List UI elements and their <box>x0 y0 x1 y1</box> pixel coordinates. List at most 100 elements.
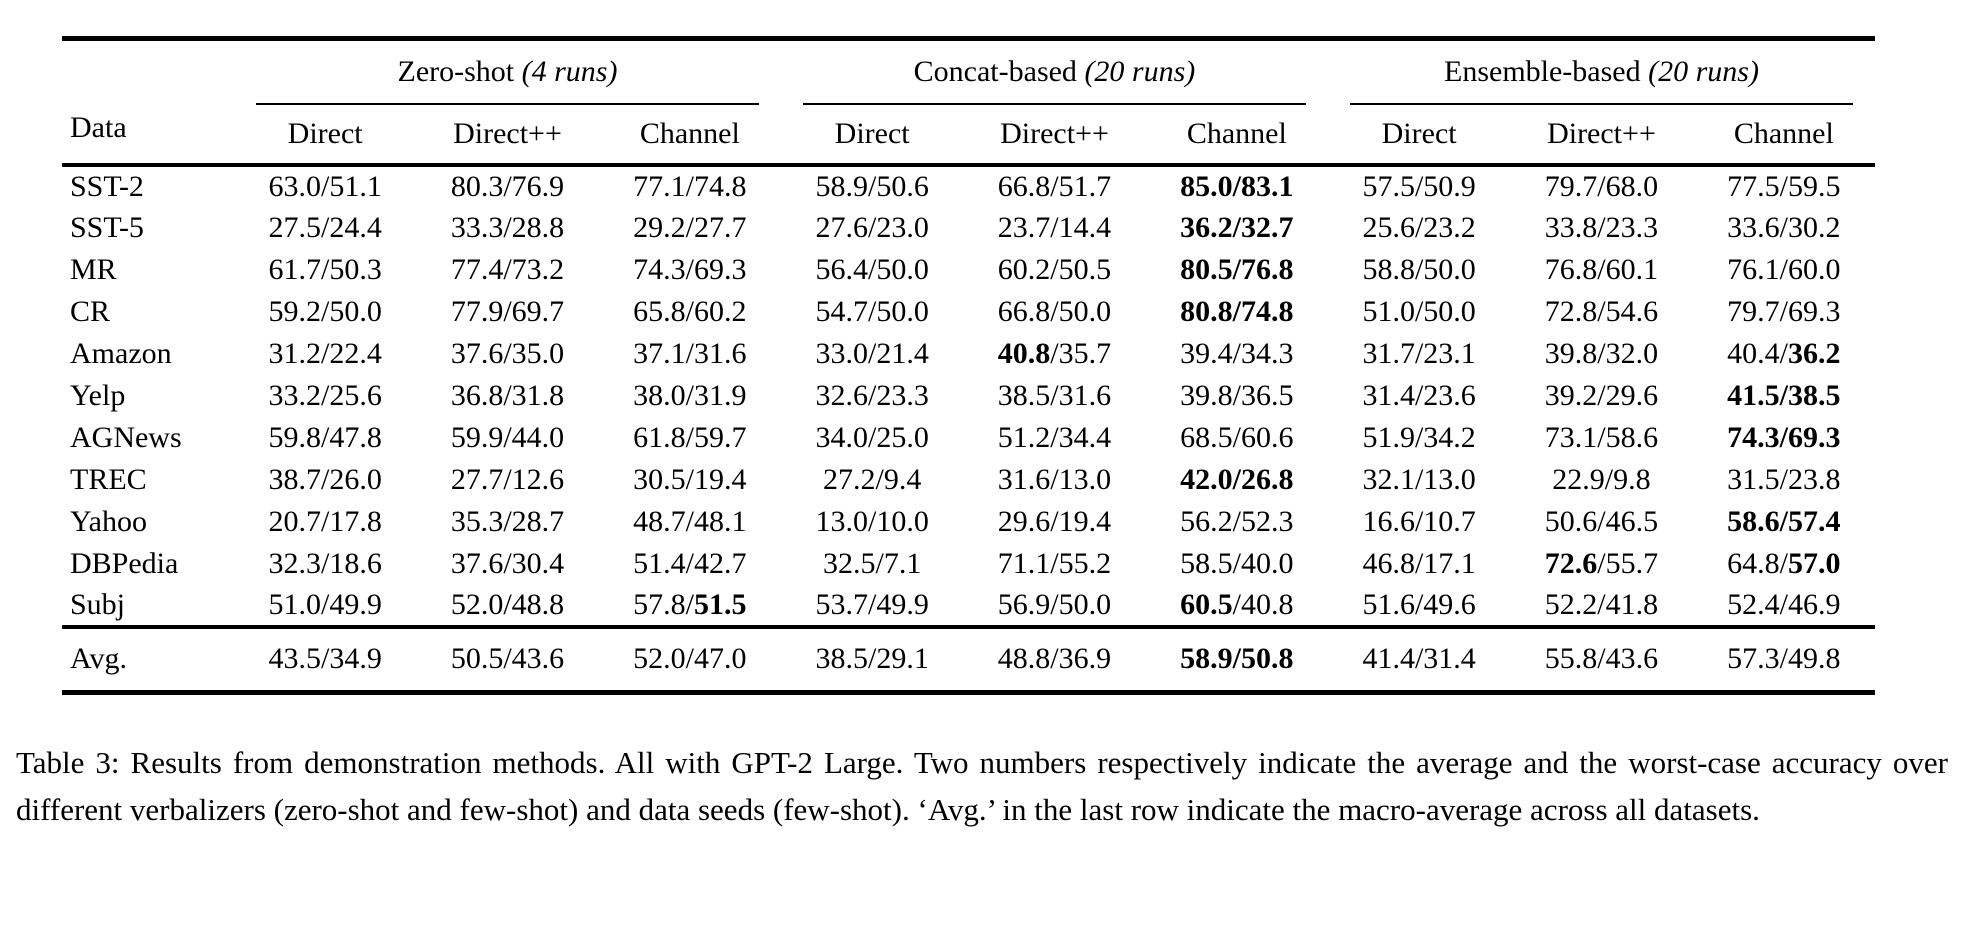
score-cell: 51.4/42.7 <box>599 543 781 585</box>
score-slash: / <box>503 546 512 580</box>
score-cell: 77.1/74.8 <box>599 165 781 207</box>
score-slash: / <box>685 587 694 621</box>
score-worst-case: 49.9 <box>329 587 382 621</box>
score-average: 76.8 <box>1544 252 1598 286</box>
score-cell: 72.6/55.7 <box>1510 543 1692 585</box>
score-cell: 74.3/69.3 <box>1693 417 1875 459</box>
score-cell: 39.8/32.0 <box>1510 333 1692 375</box>
score-cell: 72.8/54.6 <box>1510 291 1692 333</box>
score-average: 48.7 <box>633 504 686 538</box>
score-slash: / <box>1050 546 1059 580</box>
score-average: 48.8 <box>997 642 1051 676</box>
score-slash: / <box>1232 420 1241 454</box>
score-average: 25.6 <box>1362 210 1415 244</box>
sub-header-row: Direct Direct++ Channel Direct Direct++ Chann… <box>62 105 1875 165</box>
score-cell: 76.8/60.1 <box>1510 249 1692 291</box>
score-average: 29.6 <box>997 504 1051 538</box>
score-average: 57.3 <box>1727 642 1780 676</box>
score-cell: 55.8/43.6 <box>1510 627 1692 693</box>
sub-header-channel: Channel <box>1186 116 1287 150</box>
score-cell: 85.0/83.1 <box>1146 165 1328 207</box>
score-worst-case: 55.7 <box>1605 546 1659 580</box>
score-average: 38.5 <box>997 378 1051 412</box>
score-average: 51.9 <box>1362 420 1415 454</box>
score-slash: / <box>1232 546 1241 580</box>
score-slash: / <box>503 642 512 676</box>
score-worst-case: 23.6 <box>1423 378 1476 412</box>
score-average: 60.5 <box>1180 587 1233 621</box>
score-cell: 58.6/57.4 <box>1693 501 1875 543</box>
score-cell: 60.2/50.5 <box>963 249 1145 291</box>
table-row-subj: Subj 51.0/49.9 52.0/48.8 57.8/51.5 53.7/49.9… <box>62 585 1875 627</box>
score-cell: 36.2/32.7 <box>1146 207 1328 249</box>
score-cell: 22.9/9.8 <box>1510 459 1692 501</box>
score-average: 58.9 <box>815 169 868 203</box>
score-worst-case: 42.7 <box>693 546 747 580</box>
score-worst-case: 28.7 <box>511 504 565 538</box>
score-worst-case: 50.0 <box>876 294 929 328</box>
score-average: 54.7 <box>815 294 868 328</box>
score-worst-case: 41.8 <box>1605 587 1659 621</box>
score-cell: 68.5/60.6 <box>1146 417 1328 459</box>
score-average: 16.6 <box>1362 504 1415 538</box>
score-cell: 54.7/50.0 <box>781 291 963 333</box>
score-slash: / <box>1779 294 1788 328</box>
score-cell: 61.8/59.7 <box>599 417 781 459</box>
score-slash: / <box>320 587 330 621</box>
score-slash: / <box>867 252 877 286</box>
score-average: 77.1 <box>633 169 686 203</box>
score-worst-case: 22.4 <box>329 336 382 370</box>
score-slash: / <box>1779 210 1788 244</box>
score-slash: / <box>1050 420 1059 454</box>
score-average: 51.6 <box>1362 587 1415 621</box>
score-average: 33.3 <box>450 210 504 244</box>
score-cell: 59.2/50.0 <box>234 291 416 333</box>
score-average: 42.0 <box>1180 462 1233 496</box>
score-slash: / <box>1050 504 1059 538</box>
score-worst-case: 58.6 <box>1605 420 1659 454</box>
score-slash: / <box>1597 420 1606 454</box>
score-worst-case: 47.8 <box>329 420 382 454</box>
score-worst-case: 31.8 <box>511 378 565 412</box>
score-worst-case: 54.6 <box>1605 294 1659 328</box>
score-cell: 33.0/21.4 <box>781 333 963 375</box>
score-worst-case: 57.0 <box>1787 546 1841 580</box>
score-cell: 80.8/74.8 <box>1146 291 1328 333</box>
score-worst-case: 23.0 <box>876 210 929 244</box>
score-worst-case: 23.3 <box>876 378 929 412</box>
score-cell: 16.6/10.7 <box>1328 501 1510 543</box>
score-average: 37.6 <box>450 336 504 370</box>
score-worst-case: 47.0 <box>693 642 747 676</box>
score-slash: / <box>320 642 330 676</box>
score-average: 80.8 <box>1180 294 1233 328</box>
table-row-avg: Avg. 43.5/34.9 50.5/43.6 52.0/47.0 38.5/29.1… <box>62 627 1875 693</box>
score-cell: 23.7/14.4 <box>963 207 1145 249</box>
score-slash: / <box>1414 587 1424 621</box>
table-row-sst-2: SST-2 63.0/51.1 80.3/76.9 77.1/74.8 58.9/50.… <box>62 165 1875 207</box>
score-average: 31.5 <box>1727 462 1780 496</box>
score-worst-case: 29.6 <box>1605 378 1659 412</box>
score-cell: 41.5/38.5 <box>1693 375 1875 417</box>
score-worst-case: 50.0 <box>1058 587 1112 621</box>
score-worst-case: 19.4 <box>693 462 747 496</box>
score-average: 37.1 <box>633 336 686 370</box>
score-worst-case: 35.0 <box>511 336 565 370</box>
score-cell: 39.4/34.3 <box>1146 333 1328 375</box>
score-average: 56.9 <box>997 587 1051 621</box>
score-worst-case: 48.1 <box>693 504 747 538</box>
score-slash: / <box>1232 504 1241 538</box>
score-cell: 52.2/41.8 <box>1510 585 1692 627</box>
score-slash: / <box>1414 336 1424 370</box>
score-worst-case: 32.0 <box>1605 336 1659 370</box>
score-cell: 52.0/48.8 <box>416 585 598 627</box>
score-cell: 27.7/12.6 <box>416 459 598 501</box>
score-cell: 57.3/49.8 <box>1693 627 1875 693</box>
score-cell: 32.3/18.6 <box>234 543 416 585</box>
score-average: 33.2 <box>268 378 321 412</box>
score-slash: / <box>503 210 512 244</box>
score-average: 50.5 <box>450 642 504 676</box>
score-worst-case: 50.8 <box>1240 642 1294 676</box>
score-average: 39.8 <box>1544 336 1598 370</box>
score-cell: 57.5/50.9 <box>1328 165 1510 207</box>
score-average: 40.8 <box>997 336 1051 370</box>
